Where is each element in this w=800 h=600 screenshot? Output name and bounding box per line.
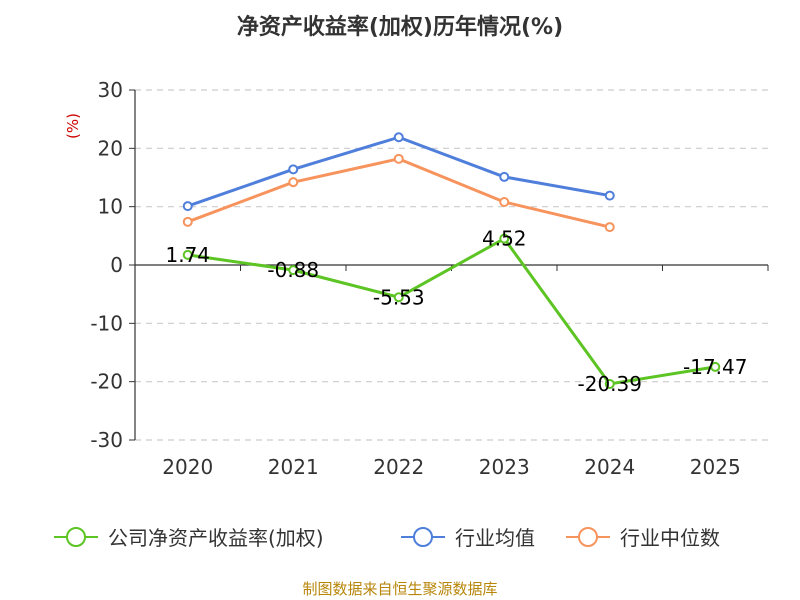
legend-label: 行业中位数 <box>620 526 720 550</box>
data-label: 1.74 <box>165 243 210 267</box>
data-label: -5.53 <box>373 285 425 309</box>
data-label: -17.47 <box>683 355 747 379</box>
data-point[interactable] <box>393 153 404 164</box>
series-line <box>187 157 611 229</box>
series-line <box>187 135 611 208</box>
data-point[interactable] <box>710 361 721 372</box>
y-tick-label: 20 <box>98 136 123 160</box>
legend-label: 行业均值 <box>455 526 535 550</box>
y-tick-label: -30 <box>90 428 123 452</box>
data-label: -0.88 <box>267 258 319 282</box>
legend-item-1[interactable]: 行业均值 <box>401 526 535 550</box>
legend-marker-icon <box>578 527 598 547</box>
data-label: 4.52 <box>482 227 527 251</box>
axes: 30 20 10 0 -10 -20 -30 2020 2021 2022 2023 2024 2025 <box>90 78 769 479</box>
series-0: 1.74 -0.88 -5.53 4.52 -20.39 -17.47 <box>165 227 747 396</box>
legend[interactable]: 公司净资产收益率(加权) 行业均值 行业中位数 <box>54 526 720 550</box>
data-point[interactable] <box>604 222 615 233</box>
series-layer: 1.74 -0.88 -5.53 4.52 -20.39 -17.47 <box>165 132 747 396</box>
data-point[interactable] <box>604 378 615 389</box>
y-tick-label: 10 <box>98 195 123 219</box>
data-point[interactable] <box>499 171 510 182</box>
data-point[interactable] <box>182 249 193 260</box>
data-point[interactable] <box>499 197 510 207</box>
x-tick-label: 2025 <box>690 455 741 479</box>
legend-marker-icon <box>66 527 86 547</box>
y-tick-label: -20 <box>90 370 123 394</box>
y-tick-label: 30 <box>98 78 123 102</box>
data-point[interactable] <box>604 190 615 201</box>
data-point[interactable] <box>288 265 299 276</box>
y-axis-label: (%) <box>64 113 82 139</box>
data-point[interactable] <box>288 177 299 188</box>
legend-label: 公司净资产收益率(加权) <box>108 526 324 550</box>
data-point[interactable] <box>288 164 299 175</box>
data-label: -20.39 <box>578 372 642 396</box>
legend-item-0[interactable]: 公司净资产收益率(加权) <box>54 526 324 550</box>
x-tick-label: 2024 <box>584 455 635 479</box>
y-tick-label: 0 <box>110 253 123 277</box>
data-point[interactable] <box>393 292 404 303</box>
x-tick-label: 2023 <box>479 455 530 479</box>
series-1 <box>182 132 615 212</box>
data-point[interactable] <box>182 201 193 212</box>
data-point[interactable] <box>393 132 404 143</box>
series-2 <box>182 153 615 233</box>
x-tick-label: 2020 <box>162 455 213 479</box>
chart-title: 净资产收益率(加权)历年情况(%) <box>237 14 563 40</box>
source-note: 制图数据来自恒生聚源数据库 <box>302 580 497 598</box>
x-tick-label: 2021 <box>268 455 319 479</box>
series-line <box>187 237 716 386</box>
y-tick-label: -10 <box>90 311 123 335</box>
x-tick-label: 2022 <box>373 455 424 479</box>
data-point[interactable] <box>182 216 193 227</box>
legend-marker-icon <box>413 527 433 547</box>
data-point[interactable] <box>499 233 510 244</box>
legend-item-2[interactable]: 行业中位数 <box>566 526 720 550</box>
